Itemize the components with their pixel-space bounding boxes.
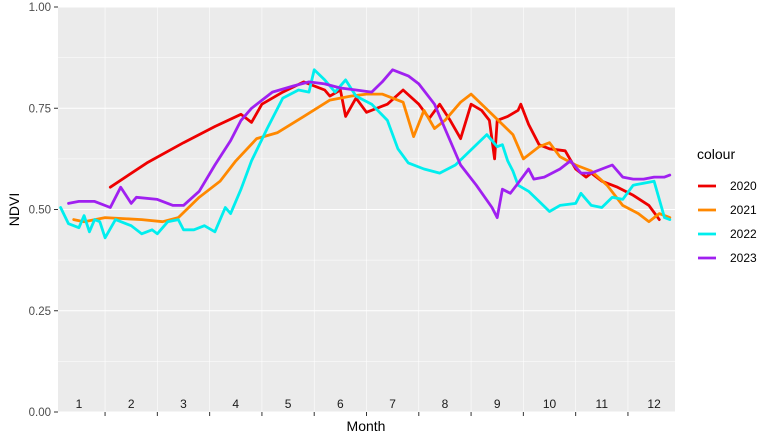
month-label: 9 <box>494 397 501 411</box>
month-label: 7 <box>389 397 396 411</box>
y-tick-label: 0.25 <box>29 306 51 318</box>
month-labels: 1 2 3 4 5 6 7 8 9 10 11 12 <box>76 397 662 411</box>
legend-label-2020: 2020 <box>730 179 757 193</box>
month-label: 10 <box>543 397 557 411</box>
month-label: 5 <box>285 397 292 411</box>
month-label: 2 <box>128 397 135 411</box>
y-tick-label: 0.75 <box>29 103 51 115</box>
series-line-2021 <box>72 92 672 224</box>
month-label: 11 <box>596 397 609 411</box>
series-line-2023 <box>67 68 672 219</box>
axes: 0.00 0.25 0.50 0.75 1.00 <box>29 2 629 419</box>
legend-label-2022: 2022 <box>730 227 757 241</box>
y-tick-label: 0.50 <box>29 205 51 217</box>
grid-lines <box>58 6 675 413</box>
series-lines <box>59 68 672 240</box>
month-label: 12 <box>647 397 661 411</box>
month-label: 3 <box>180 397 187 411</box>
x-axis-title: Month <box>347 418 386 434</box>
legend: colour 2020 2021 2022 2023 <box>697 146 757 268</box>
y-tick-label: 1.00 <box>29 2 51 14</box>
month-label: 1 <box>76 397 83 411</box>
legend-label-2021: 2021 <box>730 203 757 217</box>
month-label: 6 <box>337 397 344 411</box>
legend-title: colour <box>697 146 735 162</box>
series-line-2022 <box>59 68 672 240</box>
y-tick-label: 0.00 <box>29 407 51 419</box>
y-axis-title: NDVI <box>6 193 22 226</box>
month-label: 4 <box>232 397 239 411</box>
month-label: 8 <box>442 397 449 411</box>
legend-label-2023: 2023 <box>730 251 757 265</box>
